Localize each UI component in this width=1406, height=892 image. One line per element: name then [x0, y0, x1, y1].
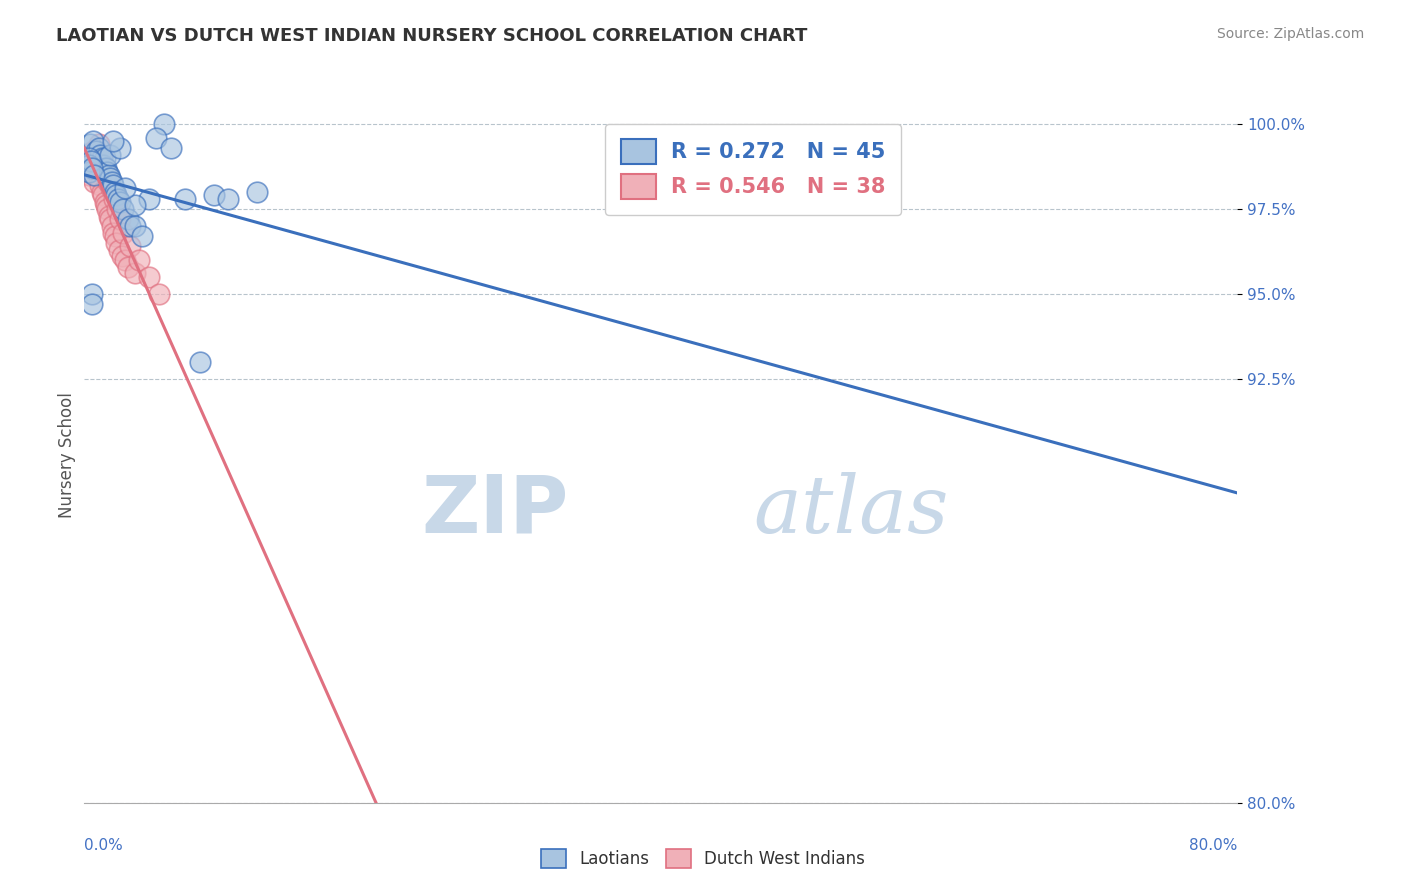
- Text: 0.0%: 0.0%: [84, 838, 124, 854]
- Point: [97, 209, 120, 223]
- Point: [83, 168, 105, 182]
- Point: [97, 175, 120, 189]
- Point: [103, 134, 124, 148]
- Point: [87, 171, 110, 186]
- Point: [80, 297, 103, 311]
- Point: [96, 202, 118, 216]
- Point: [79, 137, 101, 152]
- Point: [105, 235, 128, 250]
- Point: [120, 239, 142, 253]
- Point: [100, 219, 122, 233]
- Point: [77, 168, 100, 182]
- Point: [152, 117, 174, 131]
- Point: [98, 212, 121, 227]
- Point: [77, 158, 100, 172]
- Point: [105, 202, 128, 216]
- Point: [91, 188, 114, 202]
- Point: [117, 260, 139, 274]
- Point: [124, 266, 146, 280]
- Point: [107, 192, 129, 206]
- Point: [246, 185, 269, 199]
- Point: [90, 151, 112, 165]
- Point: [98, 147, 121, 161]
- Point: [94, 161, 117, 175]
- Point: [93, 195, 115, 210]
- Point: [96, 164, 118, 178]
- Point: [82, 134, 104, 148]
- Point: [110, 141, 132, 155]
- Point: [108, 212, 131, 227]
- Point: [218, 192, 240, 206]
- Point: [145, 130, 167, 145]
- Text: LAOTIAN VS DUTCH WEST INDIAN NURSERY SCHOOL CORRELATION CHART: LAOTIAN VS DUTCH WEST INDIAN NURSERY SCH…: [56, 27, 807, 45]
- Legend: Laotians, Dutch West Indians: Laotians, Dutch West Indians: [534, 842, 872, 875]
- Point: [87, 141, 110, 155]
- Point: [148, 286, 170, 301]
- Point: [138, 269, 160, 284]
- Point: [79, 164, 101, 178]
- Point: [94, 164, 117, 178]
- Point: [138, 192, 160, 206]
- Text: Source: ZipAtlas.com: Source: ZipAtlas.com: [1216, 27, 1364, 41]
- Text: ZIP: ZIP: [422, 472, 568, 549]
- Point: [103, 226, 124, 240]
- Point: [108, 243, 131, 257]
- Point: [112, 202, 135, 216]
- Point: [84, 154, 107, 169]
- Point: [79, 151, 101, 165]
- Point: [77, 151, 100, 165]
- Point: [188, 354, 211, 368]
- Point: [174, 192, 197, 206]
- Point: [111, 249, 134, 263]
- Point: [94, 198, 117, 212]
- Point: [80, 154, 103, 169]
- Point: [80, 286, 103, 301]
- Point: [83, 175, 105, 189]
- Point: [100, 175, 122, 189]
- Point: [100, 181, 122, 195]
- Point: [91, 147, 114, 161]
- Text: 80.0%: 80.0%: [1189, 838, 1237, 854]
- Point: [93, 151, 115, 165]
- Point: [84, 144, 107, 158]
- Point: [124, 219, 146, 233]
- Point: [120, 219, 142, 233]
- Point: [103, 178, 124, 193]
- Point: [105, 188, 128, 202]
- Point: [114, 181, 136, 195]
- Point: [114, 252, 136, 267]
- Point: [160, 141, 183, 155]
- Point: [89, 178, 111, 193]
- Point: [86, 158, 108, 172]
- Point: [202, 188, 225, 202]
- Point: [104, 229, 127, 244]
- Point: [89, 137, 111, 152]
- Point: [103, 192, 125, 206]
- Point: [80, 161, 103, 175]
- Point: [117, 212, 139, 227]
- Point: [82, 161, 104, 175]
- Point: [104, 185, 127, 199]
- Point: [124, 198, 146, 212]
- Y-axis label: Nursery School: Nursery School: [58, 392, 76, 518]
- Point: [128, 252, 150, 267]
- Point: [110, 195, 132, 210]
- Legend: R = 0.272   N = 45, R = 0.546   N = 38: R = 0.272 N = 45, R = 0.546 N = 38: [605, 124, 901, 214]
- Point: [97, 168, 120, 182]
- Point: [89, 147, 111, 161]
- Point: [98, 171, 121, 186]
- Point: [91, 158, 114, 172]
- Point: [131, 229, 153, 244]
- Point: [82, 144, 104, 158]
- Text: atlas: atlas: [754, 472, 949, 549]
- Point: [90, 185, 112, 199]
- Point: [112, 226, 135, 240]
